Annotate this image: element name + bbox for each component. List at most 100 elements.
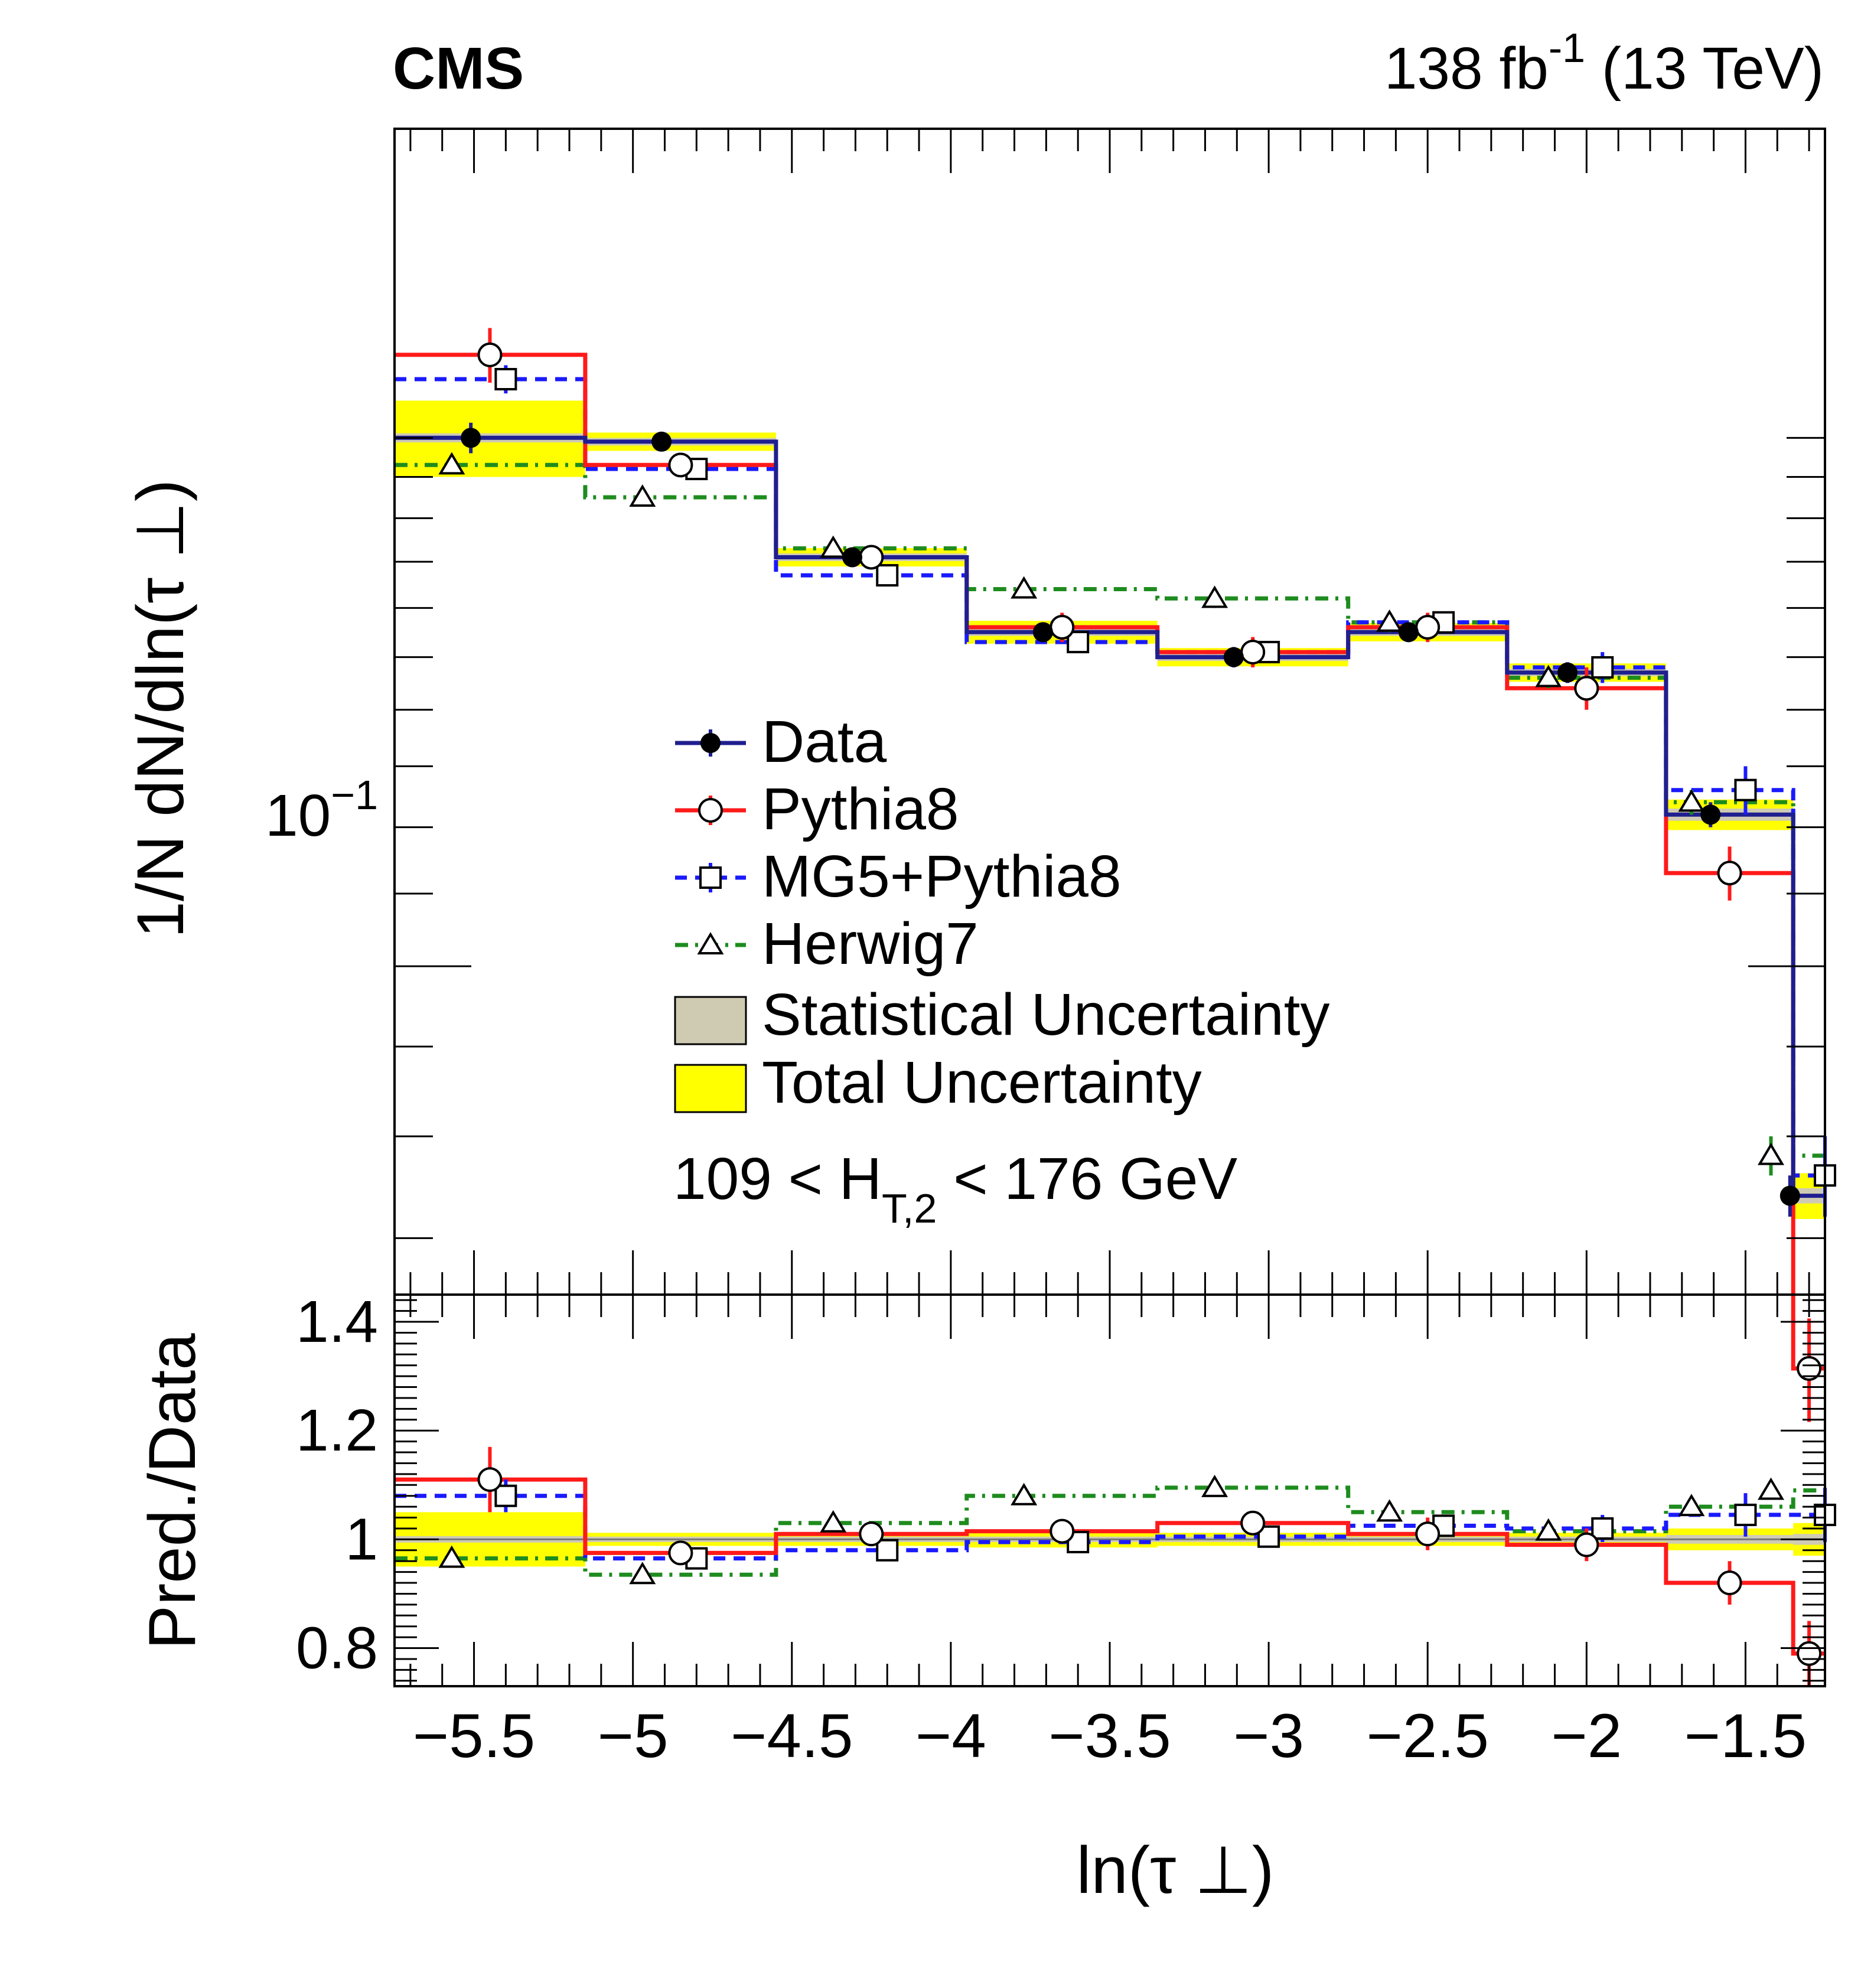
ratio-mg5-pythia8-point [1734, 1503, 1757, 1526]
ratio-panel: Pred./Data 0.8 1 1.2 1.4 [135, 1289, 1836, 1687]
x-tick-label: −5 [598, 1702, 669, 1771]
x-tick-label: −3 [1233, 1702, 1304, 1771]
ratio-pythia8-point [859, 1521, 884, 1547]
ratio-pythia8-point [1797, 1641, 1822, 1666]
top-mg5-pythia8-point [1591, 656, 1614, 679]
top-herwig7-point [629, 484, 656, 507]
ratio-y-tick-label: 0.8 [296, 1615, 378, 1681]
top-mg5-pythia8-point [876, 564, 899, 587]
ratio-herwig7-point [1376, 1499, 1403, 1522]
top-data-point [651, 431, 672, 452]
ratio-herwig7-point [438, 1545, 465, 1568]
energy-label: (13 TeV) [1585, 35, 1824, 102]
top-herwig7-point [1757, 1142, 1785, 1165]
top-y-tick-label: 10−1 [265, 772, 378, 849]
x-tick-label: −4 [915, 1702, 986, 1771]
ratio-herwig7-point [1678, 1494, 1705, 1517]
top-data-point [1032, 622, 1053, 643]
top-pythia8-point [1797, 1356, 1822, 1381]
top-herwig7-point [1376, 609, 1403, 632]
x-tick-label: −2 [1551, 1702, 1622, 1771]
ratio-herwig7-point [1535, 1518, 1562, 1541]
legend-entry-mg5: MG5+Pythia8 [675, 843, 1122, 910]
top-data-point [461, 428, 481, 448]
legend-entry-stat: Statistical Uncertainty [674, 982, 1329, 1048]
legend-entry-herwig7: Herwig7 [675, 911, 979, 977]
ratio-pythia8-point [1240, 1510, 1266, 1536]
ratio-mg5-pythia8-point [494, 1484, 517, 1507]
ratio-herwig7-point [820, 1510, 847, 1533]
top-data-point [1779, 1185, 1800, 1206]
legend-data-marker [700, 733, 721, 753]
ratio-pythia8-point [1415, 1521, 1440, 1547]
top-herwig7-point [820, 535, 847, 558]
top-panel: 10−1 1/N dN/dln(τ ⊥) [123, 128, 1836, 1422]
x-axis-label: ln(τ ⊥) [1077, 1833, 1275, 1907]
top-herwig7-point [1535, 664, 1562, 687]
top-data-point [1700, 804, 1721, 825]
legend-herwig7-marker [697, 932, 724, 954]
top-herwig7-point [1678, 789, 1705, 812]
legend-total-swatch [674, 1064, 747, 1113]
ratio-panel-frame [393, 1293, 1826, 1687]
ratio-pythia8-point [477, 1467, 503, 1492]
top-herwig7-point [1011, 576, 1038, 599]
ht-range-prefix: 109 < H [673, 1146, 882, 1212]
ratio-y-tick-label: 1.2 [296, 1397, 378, 1464]
ht-range-annotation: 109 < HT,2 < 176 GeV [673, 1146, 1237, 1231]
ratio-herwig7-point [1757, 1477, 1785, 1500]
ratio-herwig7-point [1011, 1482, 1038, 1505]
top-y-tick-base: 10 [265, 783, 331, 849]
legend-entry-data: Data [675, 709, 887, 775]
ratio-herwig7-line [395, 1485, 1825, 1577]
ratio-herwig7-point [629, 1562, 656, 1585]
ratio-mg5-pythia8-line [395, 1494, 1825, 1561]
legend-data-label: Data [762, 709, 887, 775]
top-herwig7-point [438, 452, 465, 475]
legend-stat-swatch [674, 996, 747, 1045]
legend-total-label: Total Uncertainty [762, 1050, 1202, 1116]
ht-range-suffix: < 176 GeV [937, 1146, 1237, 1212]
legend: Data Pythia8 MG5+Pythia8 Herwig7 Statist… [674, 709, 1329, 1116]
top-data-point [1557, 662, 1578, 683]
top-pythia8-point [1415, 615, 1440, 640]
top-y-axis-label: 1/N dN/dln(τ ⊥) [123, 480, 197, 938]
x-tick-label: −4.5 [731, 1702, 853, 1771]
x-tick-label: −2.5 [1367, 1702, 1489, 1771]
lumi-value: 138 fb [1384, 35, 1549, 102]
legend-pythia8-label: Pythia8 [762, 776, 959, 842]
ratio-y-tick-label: 1.4 [296, 1289, 378, 1355]
top-herwig7-point [1201, 585, 1228, 608]
top-mg5-pythia8-point [494, 368, 517, 391]
legend-entry-total: Total Uncertainty [674, 1050, 1202, 1116]
legend-herwig7-label: Herwig7 [762, 911, 979, 977]
top-pythia8-point [1240, 640, 1266, 665]
legend-mg5-label: MG5+Pythia8 [762, 843, 1122, 910]
top-data-point [1223, 647, 1244, 667]
ratio-mg5-pythia8-point [876, 1539, 899, 1562]
top-axis-ticks [395, 128, 1825, 1295]
ratio-axis-ticks [395, 1295, 1825, 1686]
top-data-point [842, 547, 863, 568]
ratio-series-markers [438, 1446, 1836, 1686]
x-tick-label: −3.5 [1048, 1702, 1171, 1771]
lumi-exponent: -1 [1549, 25, 1585, 71]
ratio-y-axis-label: Pred./Data [135, 1333, 209, 1650]
ratio-y-tick-label: 1 [345, 1506, 378, 1572]
x-tick-labels: −5.5 −5 −4.5 −4 −3.5 −3 −2.5 −2 −1.5 [413, 1702, 1807, 1771]
ht-range-subscript: T,2 [882, 1185, 937, 1231]
legend-pythia8-marker [698, 798, 723, 823]
top-pythia8-point [859, 545, 884, 570]
ratio-pythia8-point [1574, 1532, 1599, 1557]
experiment-label: CMS [393, 35, 524, 102]
top-mg5-pythia8-point [1734, 778, 1757, 801]
legend-stat-label: Statistical Uncertainty [762, 982, 1329, 1048]
lumi-label: 138 fb-1 (13 TeV) [1384, 25, 1824, 102]
x-tick-label: −5.5 [413, 1702, 535, 1771]
legend-entry-pythia8: Pythia8 [675, 776, 959, 842]
top-pythia8-point [668, 452, 693, 478]
legend-mg5-marker [699, 866, 722, 889]
ratio-pythia8-point [1050, 1518, 1075, 1544]
